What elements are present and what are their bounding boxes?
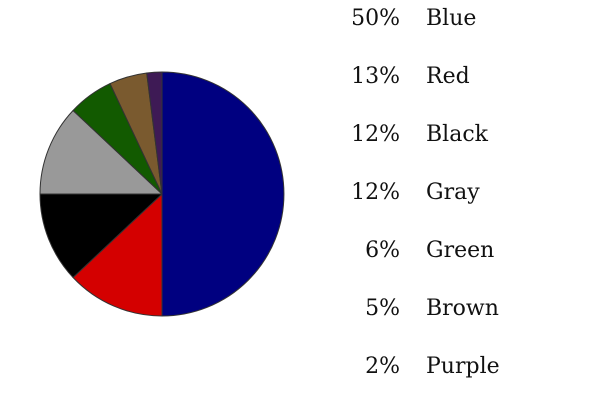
pie-slice-purple	[146, 71, 163, 195]
legend-label: Green	[426, 238, 495, 263]
legend-percent: 50%	[351, 6, 400, 31]
pie-slice-blue	[161, 71, 285, 317]
legend-percent: 2%	[365, 354, 400, 379]
pie-slice-red	[72, 193, 163, 317]
pie-slice-gray	[39, 109, 163, 195]
legend-item-gray: 12% Gray	[340, 178, 590, 208]
legend-item-blue: 50% Blue	[340, 4, 590, 34]
legend: 50% Blue 13% Red 12% Black 12% Gray 6% Green 5% Bro…	[340, 0, 598, 420]
legend-item-black: 12% Black	[340, 120, 590, 150]
legend-label: Blue	[426, 6, 477, 31]
pie-chart	[39, 71, 285, 317]
legend-percent: 13%	[351, 64, 400, 89]
legend-percent: 12%	[351, 122, 400, 147]
legend-item-green: 6% Green	[340, 236, 590, 266]
legend-label: Gray	[426, 180, 480, 205]
legend-percent: 12%	[351, 180, 400, 205]
legend-percent: 5%	[365, 296, 400, 321]
legend-label: Brown	[426, 296, 499, 321]
legend-percent: 6%	[365, 238, 400, 263]
legend-label: Purple	[426, 354, 500, 379]
legend-label: Red	[426, 64, 470, 89]
legend-item-brown: 5% Brown	[340, 294, 590, 324]
pie-slice-black	[39, 193, 163, 279]
legend-item-red: 13% Red	[340, 62, 590, 92]
legend-item-purple: 2% Purple	[340, 352, 590, 382]
legend-label: Black	[426, 122, 488, 147]
